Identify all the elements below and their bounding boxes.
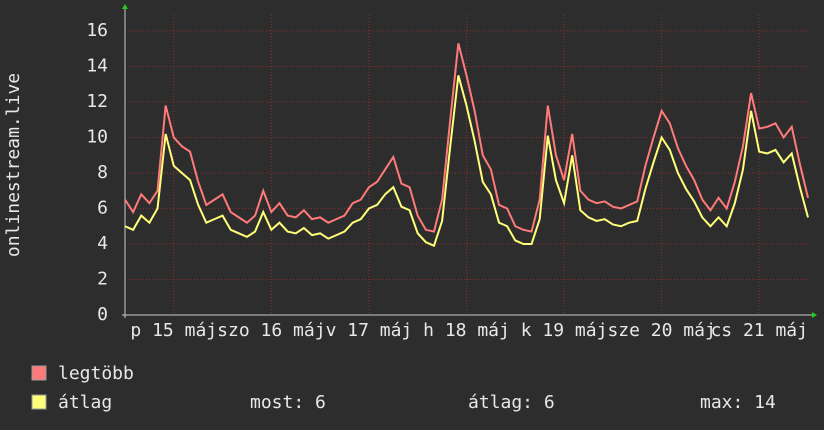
legend-label: legtöbb <box>58 363 134 384</box>
x-tick-label: v 17 máj <box>326 320 413 341</box>
x-tick-label: cs 21 máj <box>710 320 808 341</box>
x-tick-label: h 18 máj <box>423 320 510 341</box>
series-line <box>124 75 809 248</box>
y-tick-label: 0 <box>97 304 108 325</box>
series-line <box>124 43 809 233</box>
legend-label: átlag <box>58 392 112 413</box>
y-tick-label: 6 <box>97 197 108 218</box>
y-axis-label: onlinestream.live <box>3 73 24 257</box>
legend-swatch <box>31 365 47 381</box>
x-tick-label: k 19 máj <box>521 320 608 341</box>
legend-stat: most: 6 <box>250 392 326 413</box>
legend-stat: átlag: 6 <box>468 392 555 413</box>
axis-arrow <box>812 312 817 318</box>
y-tick-label: 8 <box>97 162 108 183</box>
x-tick-label: szo 16 máj <box>217 320 325 341</box>
y-tick-label: 10 <box>86 126 108 147</box>
y-tick-label: 4 <box>97 233 108 254</box>
x-tick-label: p 15 máj <box>130 320 217 341</box>
y-tick-label: 14 <box>86 55 108 76</box>
axis-arrow <box>122 4 128 9</box>
legend-swatch <box>31 394 47 410</box>
legend-stat: max: 14 <box>700 392 776 413</box>
y-tick-label: 2 <box>97 268 108 289</box>
y-tick-label: 16 <box>86 20 108 41</box>
y-tick-label: 12 <box>86 91 108 112</box>
x-tick-label: sze 20 máj <box>607 320 715 341</box>
